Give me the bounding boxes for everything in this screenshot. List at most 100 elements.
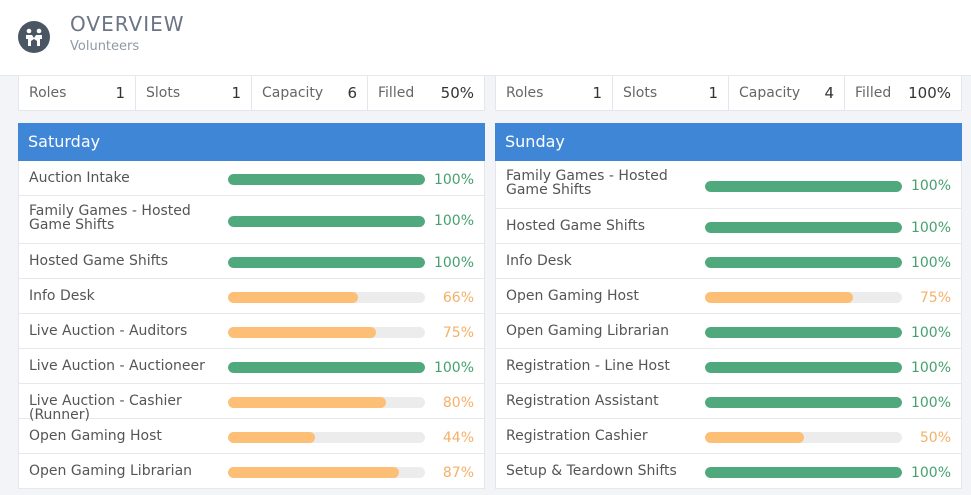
progress-bar <box>705 180 902 192</box>
fill-percent: 44% <box>442 429 474 446</box>
fill-percent: 66% <box>442 289 474 306</box>
progress-fill <box>705 292 853 303</box>
fill-percent: 100% <box>910 219 951 236</box>
role-row[interactable]: Family Games - Hosted Game Shifts 100% <box>496 161 961 209</box>
stat-value: 1 <box>708 84 718 102</box>
progress-fill <box>228 174 425 185</box>
fill-percent: 75% <box>442 324 474 341</box>
role-name: Live Auction - Cashier (Runner) <box>29 393 182 423</box>
progress-bar <box>228 257 425 268</box>
progress-fill <box>705 362 902 373</box>
progress-fill <box>705 222 902 233</box>
day-panel: Saturday Auction Intake 100% Family Games … <box>18 123 485 489</box>
role-row[interactable]: Setup & Teardown Shifts 100% <box>496 454 961 489</box>
progress-bar <box>228 362 425 373</box>
progress-fill <box>705 432 804 443</box>
stats-bar: Roles 1 Slots 1 Capacity 6 Filled 50% <box>18 76 485 111</box>
sunday-column: Roles 1 Slots 1 Capacity 4 Filled 100% Sunda… <box>495 76 962 489</box>
role-name: Auction Intake <box>29 170 130 186</box>
progress-fill <box>228 397 386 408</box>
progress-bar <box>705 257 902 268</box>
role-row[interactable]: Registration - Line Host 100% <box>496 349 961 384</box>
progress-bar <box>228 174 425 185</box>
progress-fill <box>228 467 400 478</box>
role-name: Live Auction - Auditors <box>29 323 188 339</box>
role-row[interactable]: Registration Assistant 100% <box>496 384 961 419</box>
role-row[interactable]: Live Auction - Cashier (Runner) 80% <box>19 384 484 423</box>
progress-fill <box>228 257 425 268</box>
stat-label: Roles <box>506 85 544 101</box>
role-row[interactable]: Info Desk 66% <box>19 279 484 314</box>
stat-label: Roles <box>29 85 67 101</box>
fill-percent: 100% <box>910 324 951 341</box>
role-row[interactable]: Auction Intake 100% <box>19 161 484 196</box>
stat-slots: Slots 1 <box>613 76 729 110</box>
role-name: Setup & Teardown Shifts <box>506 463 677 479</box>
role-row[interactable]: Open Gaming Host 75% <box>496 279 961 314</box>
role-row[interactable]: Open Gaming Librarian 100% <box>496 314 961 349</box>
stat-value: 1 <box>592 84 602 102</box>
progress-fill <box>705 467 902 478</box>
role-row[interactable]: Open Gaming Host 44% <box>19 419 484 454</box>
progress-bar <box>705 432 902 443</box>
stat-label: Capacity <box>739 85 801 101</box>
stat-label: Capacity <box>262 85 324 101</box>
stat-filled: Filled 50% <box>368 76 484 110</box>
page-header: OVERVIEW Volunteers <box>0 0 971 76</box>
progress-bar <box>228 467 425 478</box>
stat-capacity: Capacity 6 <box>252 76 368 110</box>
role-row[interactable]: Hosted Game Shifts 100% <box>19 244 484 279</box>
saturday-column: Roles 1 Slots 1 Capacity 6 Filled 50% Saturd… <box>18 76 485 489</box>
fill-percent: 100% <box>910 394 951 411</box>
progress-fill <box>228 327 376 338</box>
stats-bar: Roles 1 Slots 1 Capacity 4 Filled 100% <box>495 76 962 111</box>
stat-roles: Roles 1 <box>19 76 136 110</box>
role-row[interactable]: Info Desk 100% <box>496 244 961 279</box>
role-row[interactable]: Registration Cashier 50% <box>496 419 961 454</box>
progress-fill <box>705 257 902 268</box>
stat-value: 50% <box>440 84 474 102</box>
role-row[interactable]: Live Auction - Auditors 75% <box>19 314 484 349</box>
fill-percent: 50% <box>919 429 951 446</box>
role-list: Auction Intake 100% Family Games - Hosted … <box>18 161 485 489</box>
progress-bar <box>705 362 902 373</box>
progress-fill <box>705 327 902 338</box>
role-list: Family Games - Hosted Game Shifts 100% Hos… <box>495 161 962 489</box>
stat-value: 1 <box>115 84 125 102</box>
progress-bar <box>705 327 902 338</box>
stat-label: Slots <box>146 85 181 101</box>
progress-bar <box>705 397 902 408</box>
role-row[interactable]: Live Auction - Auctioneer 100% <box>19 349 484 384</box>
day-header: Sunday <box>495 123 962 161</box>
stat-filled: Filled 100% <box>845 76 961 110</box>
role-name: Registration Cashier <box>506 428 648 444</box>
role-name: Hosted Game Shifts <box>506 218 646 234</box>
fill-percent: 100% <box>433 359 474 376</box>
stat-value: 4 <box>824 84 834 102</box>
role-row[interactable]: Hosted Game Shifts 100% <box>496 209 961 244</box>
progress-fill <box>228 362 425 373</box>
role-name: Hosted Game Shifts <box>29 253 169 269</box>
role-name: Registration Assistant <box>506 393 659 409</box>
fill-percent: 100% <box>433 254 474 271</box>
volunteers-icon <box>18 21 50 53</box>
day-header: Saturday <box>18 123 485 161</box>
role-row[interactable]: Family Games - Hosted Game Shifts 100% <box>19 196 484 244</box>
stat-label: Filled <box>378 85 415 101</box>
page-title: OVERVIEW <box>70 12 185 36</box>
day-panel: Sunday Family Games - Hosted Game Shifts… <box>495 123 962 489</box>
role-name: Live Auction - Auctioneer <box>29 358 205 374</box>
fill-percent: 87% <box>442 464 474 481</box>
progress-bar <box>228 215 425 227</box>
progress-bar <box>228 432 425 443</box>
stat-slots: Slots 1 <box>136 76 252 110</box>
fill-percent: 100% <box>910 178 951 194</box>
progress-bar <box>228 397 425 408</box>
stat-value: 6 <box>347 84 357 102</box>
role-name: Registration - Line Host <box>506 358 670 374</box>
role-row[interactable]: Open Gaming Librarian 87% <box>19 454 484 489</box>
progress-fill <box>228 432 315 443</box>
stat-label: Filled <box>855 85 892 101</box>
role-name: Open Gaming Host <box>506 288 639 304</box>
fill-percent: 100% <box>910 359 951 376</box>
